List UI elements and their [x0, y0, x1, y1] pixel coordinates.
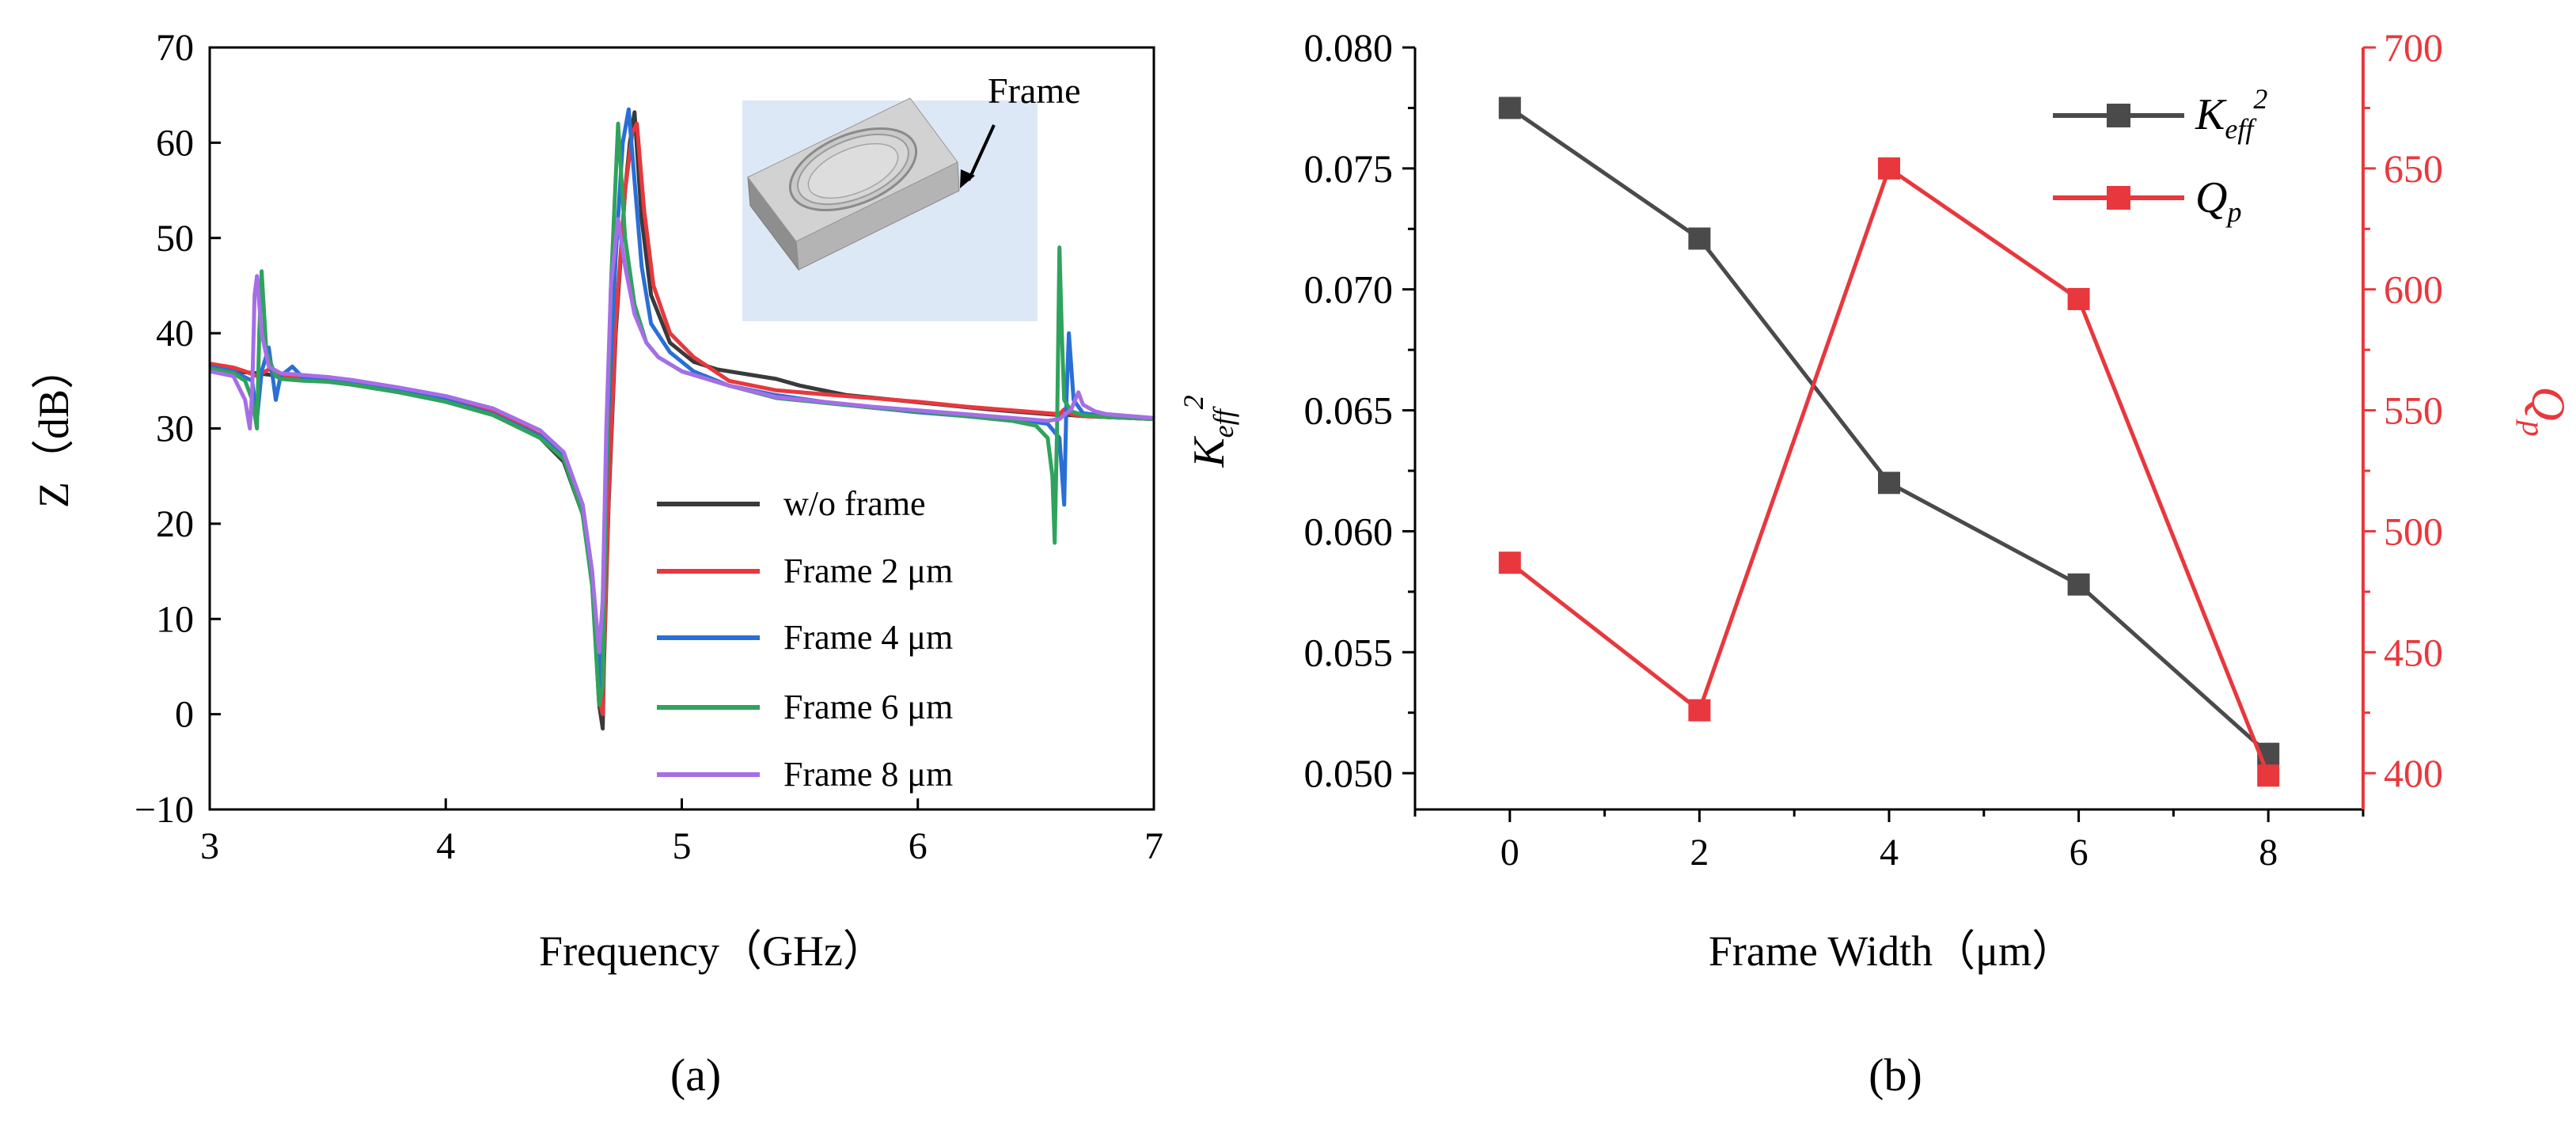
- legend-marker-keff2: [2107, 104, 2130, 127]
- panel-b-right-tick-label: 450: [2384, 630, 2443, 674]
- panel-b-x-tick-label: 8: [2259, 832, 2278, 874]
- panel-a-x-tick-label: 5: [673, 825, 692, 867]
- panel-b-marker-0-0: [1498, 97, 1521, 119]
- panel-b-axes: 0 2 4 6 8 0.050 0.055 0.060 0.065 0.070 0.075 0.080…: [1304, 25, 2444, 874]
- panel-b-right-tick-label: 500: [2384, 509, 2443, 553]
- panel-a-x-tick-label: 6: [909, 825, 928, 867]
- series-line-4: [209, 217, 1155, 654]
- panel-b-right-tick-label: 400: [2384, 751, 2443, 795]
- panel-b-right-tick-label: 700: [2384, 25, 2443, 70]
- panel-b-legend: Keff2 Qp: [2053, 83, 2267, 228]
- legend-label-keff2: Keff2: [2195, 83, 2267, 145]
- legend-label-w/o-frame: w/o frame: [783, 484, 926, 523]
- panel-b-marker-1-1: [1688, 699, 1711, 722]
- panel-a-x-tick-label: 3: [200, 825, 219, 867]
- panel-b-label: (b): [1868, 1049, 1922, 1101]
- panel-b-right-axis-label: Qp: [2516, 386, 2574, 436]
- panel-b-marker-0-3: [2067, 573, 2090, 596]
- panel-a: Frame 3 4 5 6 7 −10 0 10 20 30 40 50 60 70 w/o frame …: [30, 27, 1163, 1101]
- legend-label-frame-6: Frame 6 μm: [783, 688, 953, 726]
- panel-a-y-tick-label: 40: [156, 313, 194, 354]
- panel-b-right-tick-label: 650: [2384, 146, 2443, 191]
- panel-b-right-tick-label: 550: [2384, 389, 2443, 433]
- panel-b-left-tick-label: 0.055: [1304, 630, 1394, 674]
- panel-a-y-tick-label: 60: [156, 122, 194, 164]
- panel-b-series: [1498, 97, 2280, 787]
- inset-frame-label: Frame: [988, 70, 1081, 111]
- panel-a-y-axis-label: Z（dB）: [30, 347, 78, 508]
- panel-a-label: (a): [670, 1049, 721, 1101]
- panel-a-y-tick-label: 20: [156, 503, 194, 545]
- legend-label-qp: Qp: [2195, 173, 2241, 228]
- panel-b-left-tick-label: 0.070: [1304, 267, 1394, 312]
- panel-a-x-tick-label: 4: [436, 825, 455, 867]
- panel-b-marker-1-4: [2257, 764, 2280, 787]
- panel-a-legend: w/o frame Frame 2 μm Frame 4 μm Frame 6 …: [657, 484, 953, 794]
- panel-b-marker-1-3: [2067, 287, 2090, 310]
- panel-b-x-tick-label: 2: [1690, 832, 1709, 874]
- inset-device-image: [742, 97, 1038, 321]
- panel-a-y-tick-label: −10: [135, 789, 194, 831]
- panel-b-x-tick-label: 6: [2070, 832, 2088, 874]
- panel-a-y-tick-label: 10: [156, 598, 194, 640]
- legend-marker-qp: [2107, 186, 2130, 210]
- panel-b: 0 2 4 6 8 0.050 0.055 0.060 0.065 0.070 0.075 0.080…: [1178, 25, 2574, 1101]
- panel-a-axes: 3 4 5 6 7 −10 0 10 20 30 40 50 60 70: [135, 27, 1163, 867]
- panel-b-left-tick-label: 0.050: [1304, 751, 1394, 795]
- panel-b-left-axis-label: Keff2: [1178, 395, 1239, 468]
- panel-b-left-tick-label: 0.060: [1304, 509, 1394, 553]
- panel-a-y-tick-label: 70: [156, 27, 194, 69]
- panel-b-marker-1-0: [1498, 552, 1521, 574]
- panel-b-marker-0-2: [1878, 472, 1900, 495]
- panel-a-y-tick-label: 30: [156, 408, 194, 450]
- legend-label-frame-8: Frame 8 μm: [783, 755, 953, 794]
- panel-b-x-tick-label: 4: [1880, 832, 1899, 874]
- panel-b-x-tick-label: 0: [1500, 832, 1519, 874]
- panel-a-x-tick-label: 7: [1144, 825, 1163, 867]
- panel-b-left-tick-label: 0.065: [1304, 389, 1394, 433]
- panel-b-marker-0-1: [1688, 227, 1711, 250]
- series-line-3: [209, 121, 1155, 707]
- panel-a-x-axis-label: Frequency（GHz）: [539, 927, 886, 975]
- panel-b-series-line-0: [1508, 106, 2270, 756]
- inset-frame-arrow-head: [960, 169, 975, 188]
- panel-b-left-tick-label: 0.080: [1304, 25, 1394, 70]
- panel-b-x-axis-label: Frame Width（μm）: [1709, 927, 2074, 975]
- panel-b-right-tick-label: 600: [2384, 267, 2443, 312]
- panel-b-left-tick-label: 0.075: [1304, 146, 1394, 191]
- legend-label-frame-4: Frame 4 μm: [783, 618, 953, 657]
- panel-a-series-lines: [209, 107, 1155, 731]
- panel-a-y-tick-label: 50: [156, 218, 194, 260]
- panel-b-marker-1-2: [1878, 157, 1900, 180]
- panel-a-y-tick-label: 0: [175, 694, 194, 736]
- legend-label-frame-2: Frame 2 μm: [783, 552, 953, 590]
- inset-frame-arrow: [967, 124, 996, 181]
